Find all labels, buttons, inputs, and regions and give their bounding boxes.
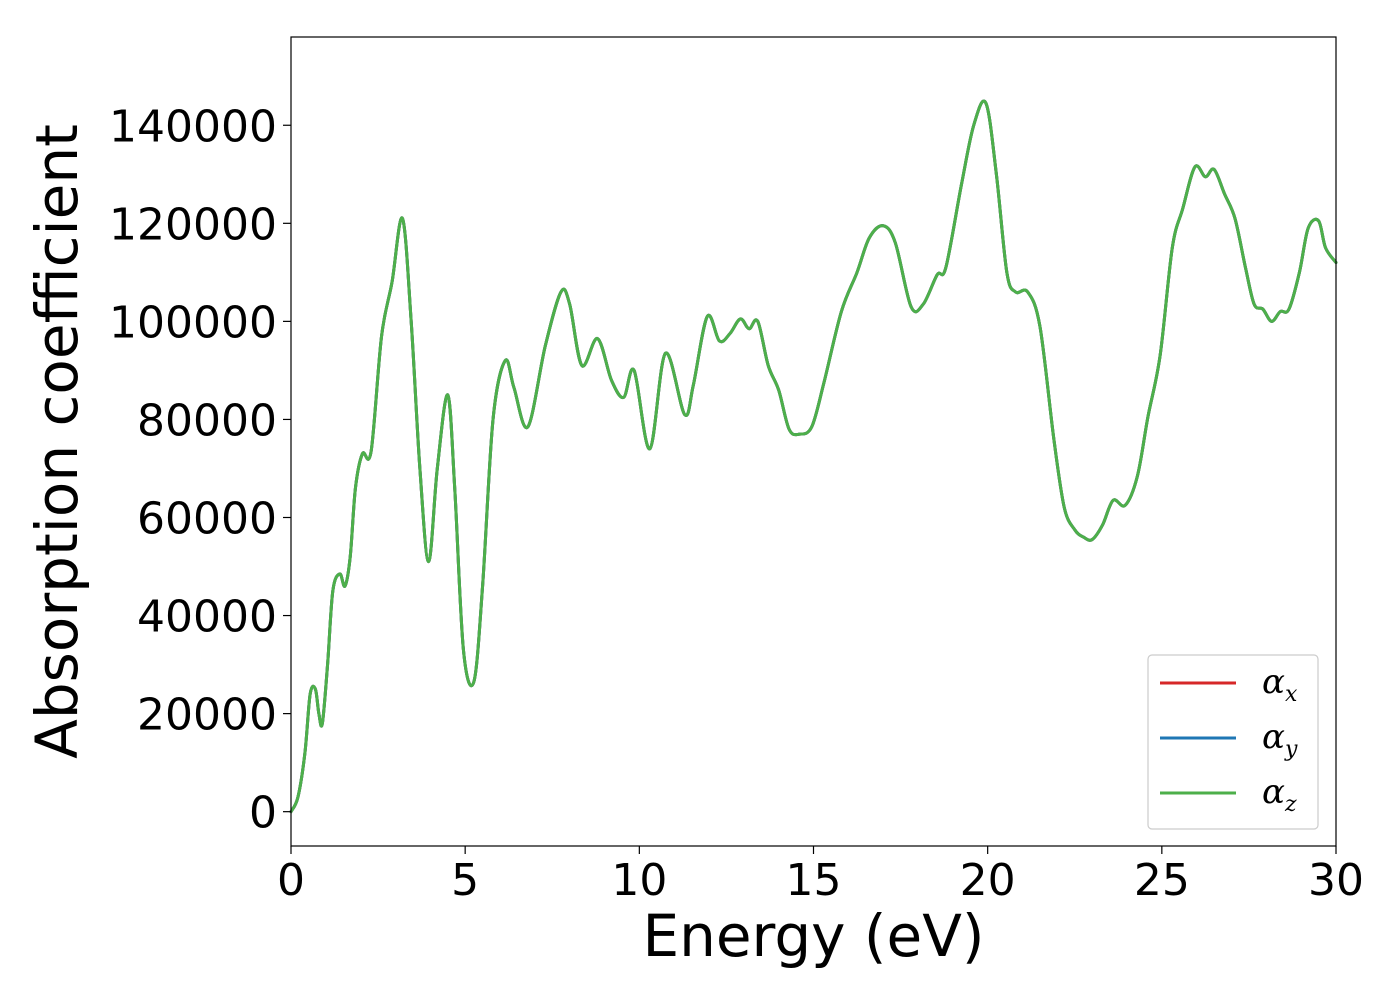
x-tick-label: 0 [277, 855, 305, 906]
x-tick-label: 20 [960, 855, 1016, 906]
x-tick-label: 10 [611, 855, 667, 906]
y-tick-label: 100000 [109, 297, 277, 348]
x-tick-label: 30 [1308, 855, 1364, 906]
legend-label-y: αy [1262, 717, 1298, 762]
y-tick-label: 140000 [109, 101, 277, 152]
y-tick-label: 40000 [137, 592, 277, 643]
x-tick-label: 15 [786, 855, 842, 906]
x-axis: 0 5 10 15 20 25 30 [277, 846, 1364, 906]
x-tick-label: 5 [451, 855, 479, 906]
legend-frame [1147, 654, 1319, 830]
series-line-z [289, 99, 1338, 814]
y-axis: 0 20000 40000 60000 80000 100000 120000 140000 [109, 101, 291, 839]
y-tick-label: 60000 [137, 493, 277, 544]
series-layer [289, 99, 1338, 814]
y-tick-label: 80000 [137, 395, 277, 446]
y-tick-label: 0 [249, 788, 277, 839]
legend: αx αy αz [1147, 654, 1319, 830]
y-tick-label: 20000 [137, 690, 277, 741]
legend-label-x: αx [1262, 662, 1298, 707]
x-axis-title: Energy (eV) [642, 902, 984, 970]
y-axis-title: Absorption coefficient [23, 124, 91, 759]
x-tick-label: 25 [1134, 855, 1190, 906]
y-tick-label: 120000 [109, 199, 277, 250]
legend-label-z: αz [1262, 772, 1297, 817]
